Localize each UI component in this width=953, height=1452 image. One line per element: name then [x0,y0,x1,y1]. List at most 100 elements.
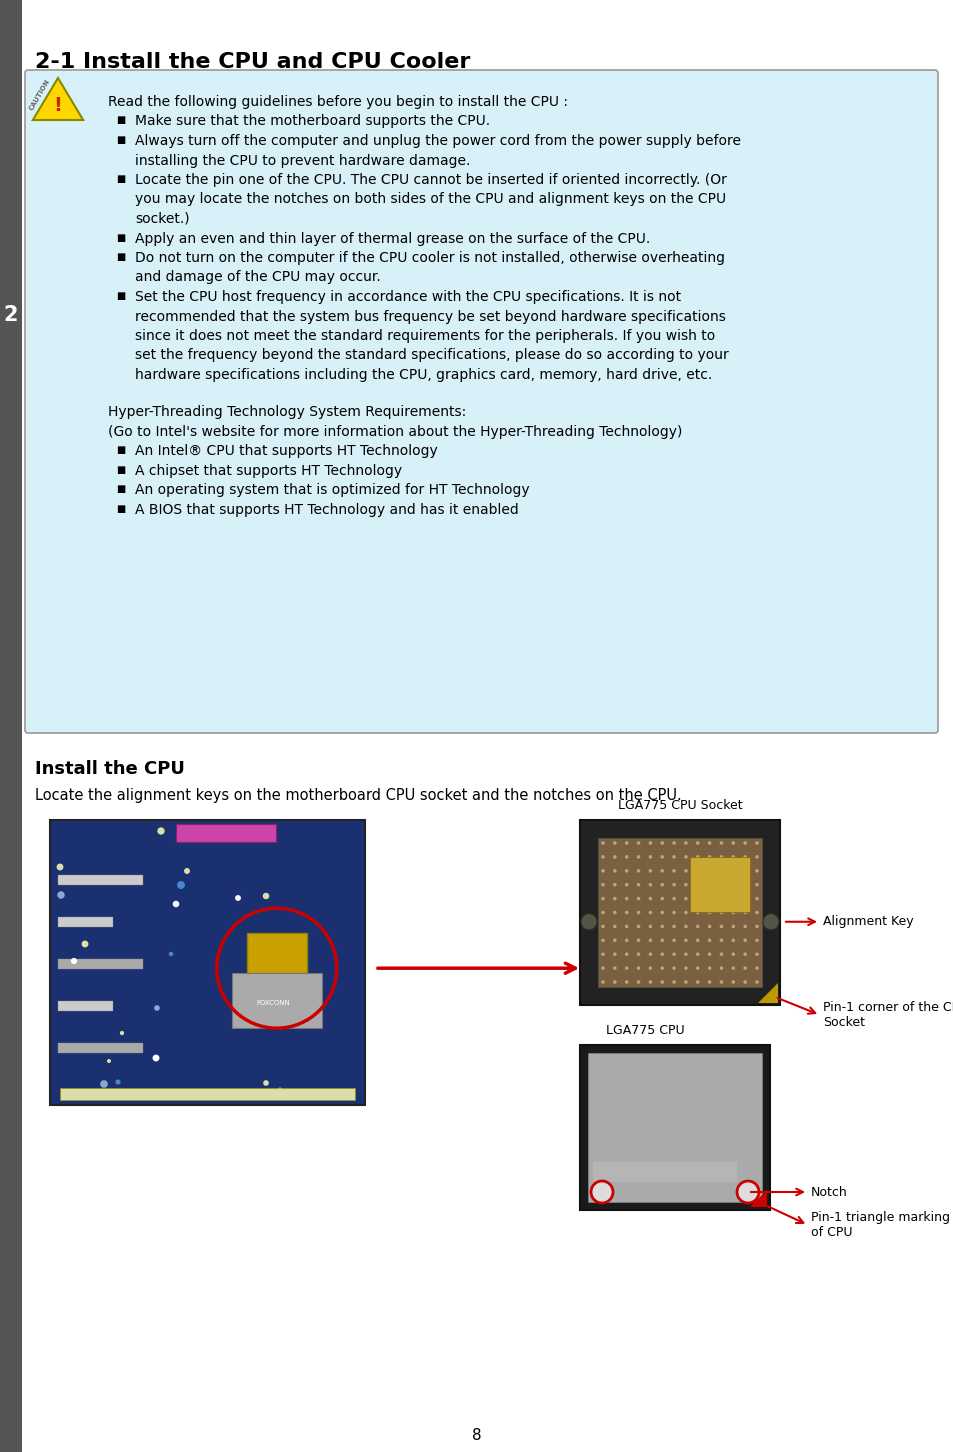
Circle shape [600,883,604,887]
FancyBboxPatch shape [58,918,112,926]
Circle shape [624,855,628,858]
Circle shape [613,841,616,845]
FancyBboxPatch shape [247,934,307,1003]
Circle shape [755,897,758,900]
Circle shape [613,910,616,915]
Text: Make sure that the motherboard supports the CPU.: Make sure that the motherboard supports … [135,115,490,128]
Circle shape [742,925,746,928]
Circle shape [659,883,663,887]
Circle shape [672,925,675,928]
Circle shape [613,868,616,873]
Circle shape [263,1080,269,1086]
Circle shape [696,883,699,887]
Circle shape [624,966,628,970]
Circle shape [707,938,711,942]
Text: ■: ■ [116,253,125,261]
Text: CAUTION: CAUTION [29,78,51,112]
Text: and damage of the CPU may occur.: and damage of the CPU may occur. [135,270,380,285]
Circle shape [755,855,758,858]
Circle shape [600,938,604,942]
Circle shape [672,980,675,984]
Text: installing the CPU to prevent hardware damage.: installing the CPU to prevent hardware d… [135,154,470,167]
Circle shape [672,966,675,970]
Text: ■: ■ [116,290,125,301]
Circle shape [731,938,735,942]
FancyBboxPatch shape [232,973,321,1028]
Circle shape [737,1180,759,1204]
Polygon shape [749,1191,766,1207]
FancyBboxPatch shape [58,1043,143,1053]
Circle shape [636,910,639,915]
Circle shape [683,953,687,955]
Polygon shape [32,78,83,121]
Circle shape [600,855,604,858]
FancyBboxPatch shape [25,70,937,733]
Circle shape [600,910,604,915]
Circle shape [707,868,711,873]
Circle shape [719,841,722,845]
Text: recommended that the system bus frequency be set beyond hardware specifications: recommended that the system bus frequenc… [135,309,725,324]
Text: Hyper-Threading Technology System Requirements:: Hyper-Threading Technology System Requir… [108,405,466,420]
Circle shape [731,868,735,873]
Circle shape [157,828,165,835]
Circle shape [613,925,616,928]
Text: Pin-1 triangle marking
of CPU: Pin-1 triangle marking of CPU [810,1211,949,1239]
Circle shape [154,1005,160,1011]
Text: Pin-1 corner of the CPU
Socket: Pin-1 corner of the CPU Socket [822,1000,953,1029]
Circle shape [755,925,758,928]
Circle shape [636,953,639,955]
Circle shape [613,855,616,858]
Circle shape [719,980,722,984]
Circle shape [731,910,735,915]
Circle shape [100,1080,108,1088]
Circle shape [600,897,604,900]
Circle shape [683,910,687,915]
Circle shape [120,1031,124,1035]
Circle shape [107,1059,111,1063]
Circle shape [696,868,699,873]
Circle shape [731,925,735,928]
Circle shape [600,868,604,873]
Circle shape [683,868,687,873]
Circle shape [683,938,687,942]
Circle shape [719,883,722,887]
Circle shape [648,841,652,845]
Circle shape [672,883,675,887]
Text: ■: ■ [116,116,125,125]
Circle shape [613,966,616,970]
Circle shape [624,980,628,984]
FancyBboxPatch shape [175,823,275,842]
Circle shape [696,841,699,845]
Circle shape [672,910,675,915]
Text: 2-1 Install the CPU and CPU Cooler: 2-1 Install the CPU and CPU Cooler [35,52,470,73]
Text: LGA775 CPU: LGA775 CPU [605,1024,683,1037]
Text: Read the following guidelines before you begin to install the CPU :: Read the following guidelines before you… [108,94,567,109]
Text: Locate the pin one of the CPU. The CPU cannot be inserted if oriented incorrectl: Locate the pin one of the CPU. The CPU c… [135,173,726,187]
Circle shape [659,910,663,915]
Circle shape [169,951,173,957]
Text: ■: ■ [116,174,125,184]
Circle shape [600,925,604,928]
Circle shape [683,966,687,970]
Text: !: ! [53,96,62,115]
Circle shape [696,910,699,915]
Circle shape [636,868,639,873]
Circle shape [648,980,652,984]
Text: A chipset that supports HT Technology: A chipset that supports HT Technology [135,463,402,478]
Text: FOXCONN: FOXCONN [256,1000,291,1006]
Circle shape [659,925,663,928]
Text: ■: ■ [116,135,125,145]
Circle shape [742,910,746,915]
Circle shape [648,938,652,942]
Circle shape [659,841,663,845]
FancyBboxPatch shape [58,876,143,886]
Circle shape [696,953,699,955]
Circle shape [177,881,185,889]
Circle shape [696,980,699,984]
Circle shape [648,953,652,955]
Circle shape [590,1180,613,1204]
Circle shape [683,841,687,845]
Text: Notch: Notch [810,1185,847,1198]
Circle shape [683,980,687,984]
Text: A BIOS that supports HT Technology and has it enabled: A BIOS that supports HT Technology and h… [135,502,518,517]
